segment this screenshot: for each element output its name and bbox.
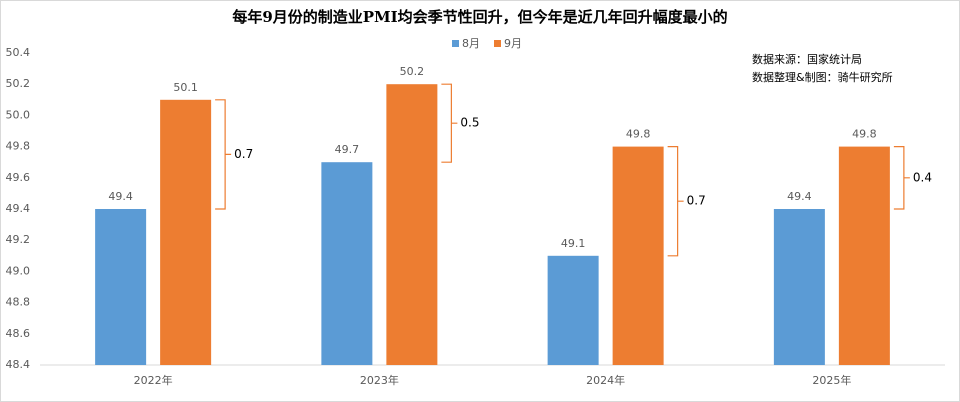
y-tick-label: 49.4 (6, 202, 31, 215)
source-note: 数据来源：国家统计局 (752, 52, 862, 66)
x-tick-label: 2022年 (134, 373, 173, 387)
annotation: 0.5 (460, 116, 479, 130)
bar (160, 99, 212, 366)
y-tick-label: 49.8 (6, 140, 31, 153)
y-tick-label: 50.0 (6, 108, 31, 121)
y-tick-label: 50.4 (6, 46, 31, 59)
y-tick-label: 48.4 (6, 358, 31, 371)
bracket (441, 83, 458, 163)
value-label: 49.8 (626, 128, 651, 141)
y-tick-label: 48.6 (6, 327, 31, 340)
value-label: 49.1 (561, 237, 586, 250)
bar (612, 146, 664, 365)
bar (95, 209, 147, 365)
annotation: 0.4 (913, 170, 932, 184)
bar (773, 209, 825, 365)
y-tick-label: 49.6 (6, 171, 31, 184)
legend-label: 9月 (504, 37, 522, 50)
value-label: 49.7 (335, 143, 360, 156)
bar (547, 255, 599, 365)
annotation: 0.7 (687, 194, 706, 208)
bracket (667, 146, 684, 257)
annotation: 0.7 (234, 147, 253, 161)
bar (321, 162, 373, 365)
legend-swatch (494, 40, 501, 47)
value-label: 49.4 (108, 190, 133, 203)
y-tick-label: 49.2 (6, 233, 31, 246)
bar (386, 84, 438, 365)
x-tick-label: 2025年 (812, 373, 851, 387)
y-tick-label: 48.8 (6, 296, 31, 309)
chart-title: 每年9月份的制造业PMI均会季节性回升，但今年是近几年回升幅度最小的 (232, 8, 727, 26)
value-label: 50.1 (173, 81, 198, 94)
value-label: 50.2 (400, 65, 425, 78)
y-tick-label: 50.2 (6, 77, 31, 90)
bar (838, 146, 890, 365)
legend-label: 8月 (462, 37, 480, 50)
source-note: 数据整理&制图：骑牛研究所 (752, 70, 893, 84)
legend-swatch (452, 40, 459, 47)
value-label: 49.4 (787, 190, 812, 203)
bracket (893, 146, 910, 210)
x-tick-label: 2024年 (586, 373, 625, 387)
x-tick-label: 2023年 (360, 373, 399, 387)
y-tick-label: 49.0 (6, 264, 31, 277)
value-label: 49.8 (852, 128, 877, 141)
bracket (215, 99, 232, 210)
